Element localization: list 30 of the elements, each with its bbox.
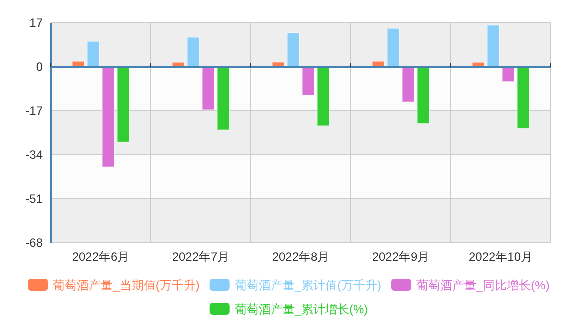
bar: [387, 28, 400, 68]
bar: [417, 66, 430, 124]
legend-label: 葡萄酒产量_累计增长(%): [234, 302, 368, 316]
legend-label: 葡萄酒产量_当期值(万千升): [53, 278, 200, 292]
x-tick-label: 2022年8月: [272, 250, 330, 264]
y-tick-label: 17: [30, 16, 44, 30]
x-tick-label: 2022年9月: [372, 250, 430, 264]
y-tick-label: 0: [36, 60, 44, 74]
x-tick-label: 2022年6月: [72, 250, 130, 264]
bar: [117, 66, 130, 143]
bar: [317, 66, 330, 127]
y-tick-label: -17: [26, 104, 44, 118]
bar: [217, 66, 230, 131]
bar: [487, 24, 500, 68]
x-tick-label: 2022年10月: [468, 250, 534, 264]
legend-label: 葡萄酒产量_同比增长(%): [416, 278, 550, 292]
bar: [517, 66, 530, 130]
bar: [402, 66, 415, 103]
bar: [302, 66, 315, 96]
bar: [102, 66, 115, 168]
x-tick-label: 2022年7月: [172, 250, 230, 264]
y-tick-label: -34: [26, 148, 44, 162]
bar: [87, 41, 100, 68]
bar: [502, 66, 515, 82]
bar: [287, 32, 300, 68]
bar: [187, 36, 200, 68]
legend-label: 葡萄酒产量_累计值(万千升): [234, 278, 382, 292]
bar: [202, 66, 215, 110]
y-tick-label: -68: [26, 236, 44, 250]
y-tick-label: -51: [26, 192, 44, 206]
